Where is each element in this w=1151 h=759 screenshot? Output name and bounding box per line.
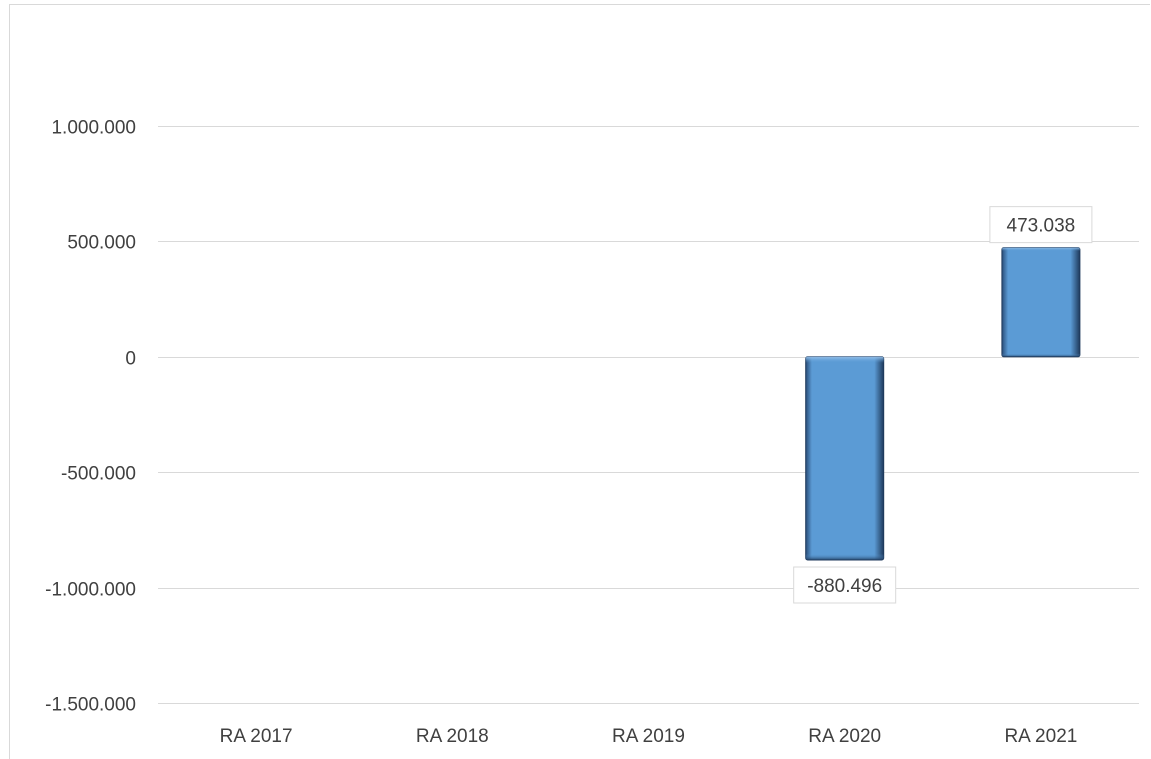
data-label: -880.496	[793, 566, 897, 604]
y-tick-label: -500.000	[61, 464, 136, 485]
x-category-label: RA 2019	[612, 726, 685, 747]
bar	[805, 356, 885, 561]
bar-shading	[1001, 247, 1080, 357]
y-tick-label: 500.000	[67, 233, 136, 254]
data-label-box	[989, 206, 1093, 244]
y-tick-label: -1.500.000	[45, 695, 136, 716]
y-tick-label: 1.000.000	[51, 118, 136, 139]
y-tick-label: -1.000.000	[45, 580, 136, 601]
bars	[805, 247, 1081, 561]
data-label: 473.038	[989, 206, 1093, 244]
x-category-label: RA 2020	[808, 726, 881, 747]
gridlines	[158, 126, 1139, 704]
data-label-box	[793, 566, 897, 604]
bar-shading	[805, 356, 884, 561]
chart-frame	[9, 4, 1150, 759]
x-category-label: RA 2017	[220, 726, 293, 747]
bar	[1001, 247, 1081, 358]
data-label-text: 473.038	[1007, 216, 1076, 237]
x-category-label: RA 2018	[416, 726, 489, 747]
x-category-label: RA 2021	[1004, 726, 1077, 747]
x-axis-category-labels: RA 2017 RA 2018 RA 2019 RA 2020 RA 2021	[220, 726, 1078, 747]
y-axis-tick-labels: 1.000.000 500.000 0 -500.000 -1.000.000 -1.50…	[45, 118, 136, 716]
data-label-text: -880.496	[807, 576, 882, 597]
data-labels: -880.496 473.038	[793, 206, 1093, 604]
y-tick-label: 0	[125, 349, 136, 370]
